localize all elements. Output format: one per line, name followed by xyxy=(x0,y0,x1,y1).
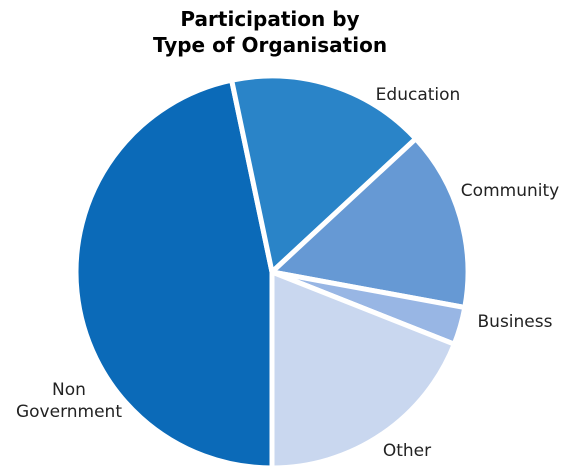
chart-title-line-1: Participation by xyxy=(180,7,360,31)
slice-label-line: Non xyxy=(52,380,86,400)
slice-label-line: Other xyxy=(383,441,431,461)
slice-label-line: Education xyxy=(376,85,461,105)
slice-label-non-government: Non Government xyxy=(16,380,122,422)
slice-label-line: Business xyxy=(478,312,553,332)
pie-slices xyxy=(73,73,471,467)
slice-label-other: Other xyxy=(383,441,431,461)
pie-slice-community xyxy=(269,136,471,311)
slice-label-community: Community xyxy=(461,181,559,201)
pie-labels: Non Government Education Community Business O… xyxy=(16,85,559,461)
slice-label-line: Community xyxy=(461,181,559,201)
slice-label-business: Business xyxy=(478,312,553,332)
pie-slice-non-government xyxy=(73,77,275,467)
slice-label-education: Education xyxy=(376,85,461,105)
chart-title: Participation by Type of Organisation xyxy=(0,6,540,58)
pie-slice-education xyxy=(229,73,419,275)
pie-slice-other xyxy=(269,269,457,467)
chart-title-line-2: Type of Organisation xyxy=(152,33,388,57)
slice-label-line: Government xyxy=(16,402,122,422)
